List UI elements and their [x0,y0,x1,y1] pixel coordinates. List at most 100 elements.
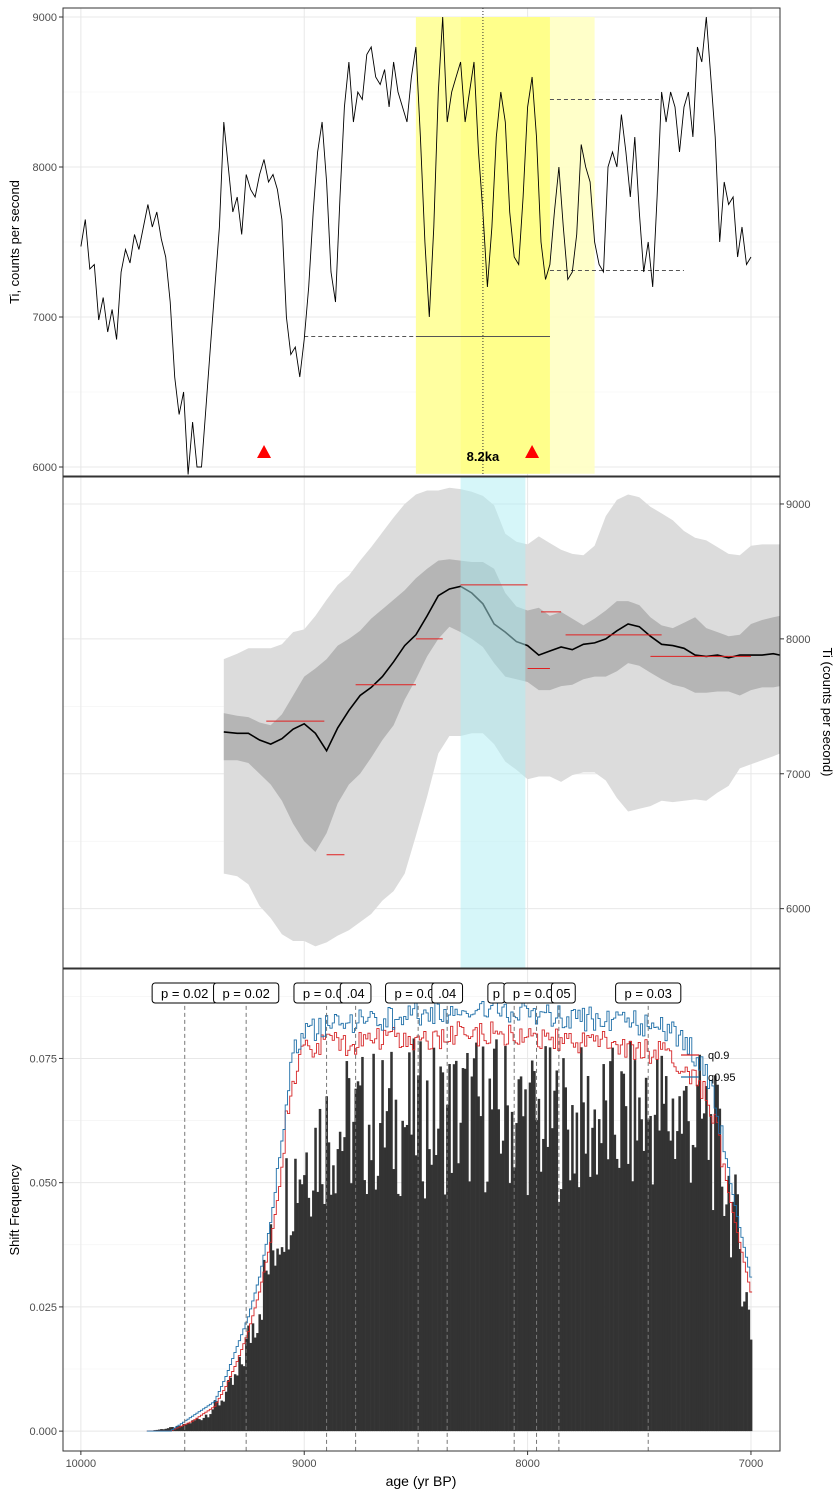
bar [669,1140,672,1432]
p-value-box [213,982,280,1004]
bar [414,1155,418,1432]
bar [680,1133,684,1432]
p-value-label: p = 0.03 [615,982,682,1004]
bar [653,1114,657,1432]
bar [169,1427,172,1432]
bar [678,1096,681,1432]
bar [229,1377,232,1432]
panel-2-highlight-band [460,477,526,968]
bar [542,1138,545,1432]
panel-ti-ensemble: 6000 7000 8000 9000 Ti (counts per second) [62,476,835,972]
bar [604,1100,608,1432]
p-value-box [339,982,372,1004]
bar [341,1151,344,1432]
bar [450,1172,454,1432]
bar [307,1197,311,1432]
p-value-label: p = 0.02 [213,982,280,1004]
panel-1-y-axis-label: Ti, counts per second [7,180,22,304]
bar [396,1193,400,1432]
p-value-label: .04 [339,982,372,1004]
panel-ti-series: 8.2ka 6000 7000 8000 9000 Ti, counts per se… [7,7,781,480]
bar [522,1116,525,1432]
bar [597,1119,601,1432]
bar [410,1134,413,1432]
bar [387,1088,391,1432]
bar [294,1158,297,1432]
bar [218,1405,221,1432]
bar [262,1259,266,1432]
bar [508,1183,512,1432]
bar [316,1191,320,1432]
bar [530,1060,534,1432]
bar [644,1077,648,1432]
bar [164,1428,168,1432]
bar [573,1173,576,1432]
bar [323,1203,326,1432]
bar [443,1194,447,1432]
bar [437,1128,440,1432]
bar [412,1038,416,1432]
bar [671,1098,675,1432]
bar [546,1146,550,1432]
bar [298,1179,302,1432]
bar [318,1108,322,1432]
bar [586,1076,590,1432]
bar [274,1265,277,1432]
bar [394,1099,398,1432]
bar [329,1194,333,1432]
bar [240,1364,244,1432]
bar [495,1039,498,1432]
bar [584,1153,588,1432]
panel-2-y-axis: 6000 7000 8000 9000 [780,499,810,916]
bar [582,1102,585,1432]
bar [204,1414,208,1432]
bar [517,1079,521,1432]
bar [515,1123,518,1432]
bar [553,1090,556,1432]
bar [555,1070,559,1432]
bar [501,1140,505,1432]
bar [428,1149,431,1432]
bar [745,1292,748,1432]
panel-1-highlight-bands [415,17,595,474]
bar [343,1137,346,1432]
bar [600,1143,603,1432]
bar [481,1046,485,1432]
x-tick-label: 7000 [739,1458,763,1470]
panel-1-triangle-markers [257,445,540,458]
bar [651,1184,655,1432]
bar [193,1420,197,1432]
y-tick-label: 6000 [786,904,810,916]
bar [195,1418,199,1432]
bar [640,1119,643,1432]
p-value-text: p = 0.03 [625,986,672,1001]
triangle-marker [257,445,272,458]
panel-2-border [62,476,781,969]
bar [338,1131,342,1432]
bar [390,1051,393,1432]
p-value-text: p = 0.08 [513,986,560,1001]
bar [707,1159,710,1432]
bar [227,1379,230,1432]
bar [305,1152,308,1432]
bar [356,1081,360,1432]
legend-label: q0.95 [708,1072,736,1084]
panel-3-y-axis: 0.000 0.025 0.050 0.075 [29,1053,63,1438]
p-value-label: p = 0.02 [151,982,218,1004]
bar [448,1064,451,1432]
bar [361,1056,364,1432]
bar [466,1053,469,1432]
panel-2-y-axis-label: Ti (counts per second) [820,648,835,777]
bar [334,1193,337,1432]
bar [725,1204,728,1432]
panel-1-border [62,7,781,477]
bar [312,1190,315,1432]
y-tick-label: 0.000 [29,1426,57,1438]
ti-series-line [80,16,752,475]
bar [533,1071,536,1432]
quantile-step-line [146,996,753,1432]
bar [256,1333,259,1432]
bar [186,1422,190,1432]
bar [459,1122,463,1432]
